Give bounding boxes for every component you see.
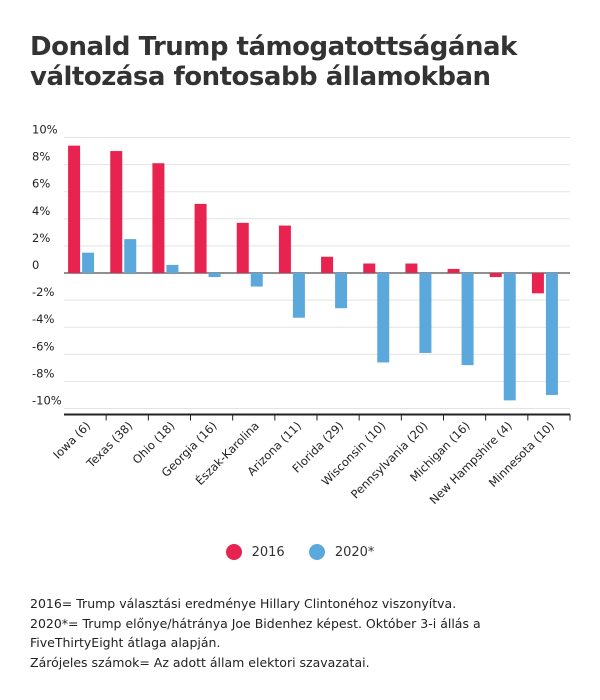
bar-chart: 10%8%6%4%2%0-2%-4%-6%-8%-10%Iowa (6)Texa…: [32, 123, 571, 507]
bar-2020: [419, 273, 432, 353]
chart-title: Donald Trump támogatottságának változása…: [30, 32, 517, 92]
bar-2016: [68, 145, 81, 273]
bar-2016: [531, 273, 544, 294]
legend-item-2020: 2020*: [308, 544, 375, 560]
footnote-2020: 2020*= Trump előnye/hátránya Joe Bidenhe…: [30, 615, 481, 651]
bar-2016: [110, 151, 123, 273]
bar-2020: [503, 273, 516, 401]
bar-2020: [208, 273, 221, 278]
footnote-2016: 2016= Trump választási eredménye Hillary…: [30, 596, 457, 611]
bar-2020: [545, 273, 558, 395]
bar-2016: [236, 222, 249, 273]
bar-2016: [152, 163, 165, 273]
legend-label-2016: 2016: [251, 544, 285, 560]
y-tick-label: -6%: [32, 339, 54, 353]
legend-swatch-2016: [225, 544, 242, 560]
bar-2016: [489, 273, 502, 278]
bar-2020: [335, 273, 348, 309]
x-tick-label: Iowa (6): [50, 419, 93, 462]
bar-2020: [82, 252, 95, 273]
legend: 2016 2020*: [0, 544, 600, 564]
x-tick-label: Pennsylvania (20): [348, 419, 431, 502]
footnote-electors: Zárójeles számok= Az adott állam elektor…: [30, 654, 370, 670]
y-tick-label: 4%: [32, 204, 50, 218]
bar-2016: [321, 256, 334, 273]
legend-label-2020: 2020*: [334, 544, 375, 560]
y-tick-label: 10%: [32, 123, 58, 137]
legend-item-2016: 2016: [225, 544, 285, 560]
y-tick-label: -4%: [32, 312, 54, 326]
bar-2016: [405, 263, 418, 273]
bar-2020: [166, 264, 179, 273]
y-tick-label: 8%: [32, 150, 50, 164]
bar-2020: [124, 239, 137, 273]
bar-2020: [250, 273, 263, 287]
y-tick-label: 6%: [32, 177, 50, 191]
bar-2016: [278, 225, 291, 273]
bar-2020: [461, 273, 474, 366]
bar-2016: [363, 263, 376, 273]
bar-2020: [292, 273, 305, 318]
y-tick-label: -8%: [32, 366, 54, 380]
y-tick-label: -2%: [32, 285, 54, 299]
bar-2020: [377, 273, 390, 363]
y-tick-label: 2%: [32, 231, 50, 245]
y-tick-label: -10%: [32, 394, 62, 408]
bar-2016: [447, 268, 460, 273]
footnotes: 2016= Trump választási eredménye Hillary…: [30, 594, 570, 672]
y-tick-label: 0: [32, 258, 39, 272]
legend-swatch-2020: [308, 544, 325, 560]
bar-2016: [194, 203, 207, 273]
